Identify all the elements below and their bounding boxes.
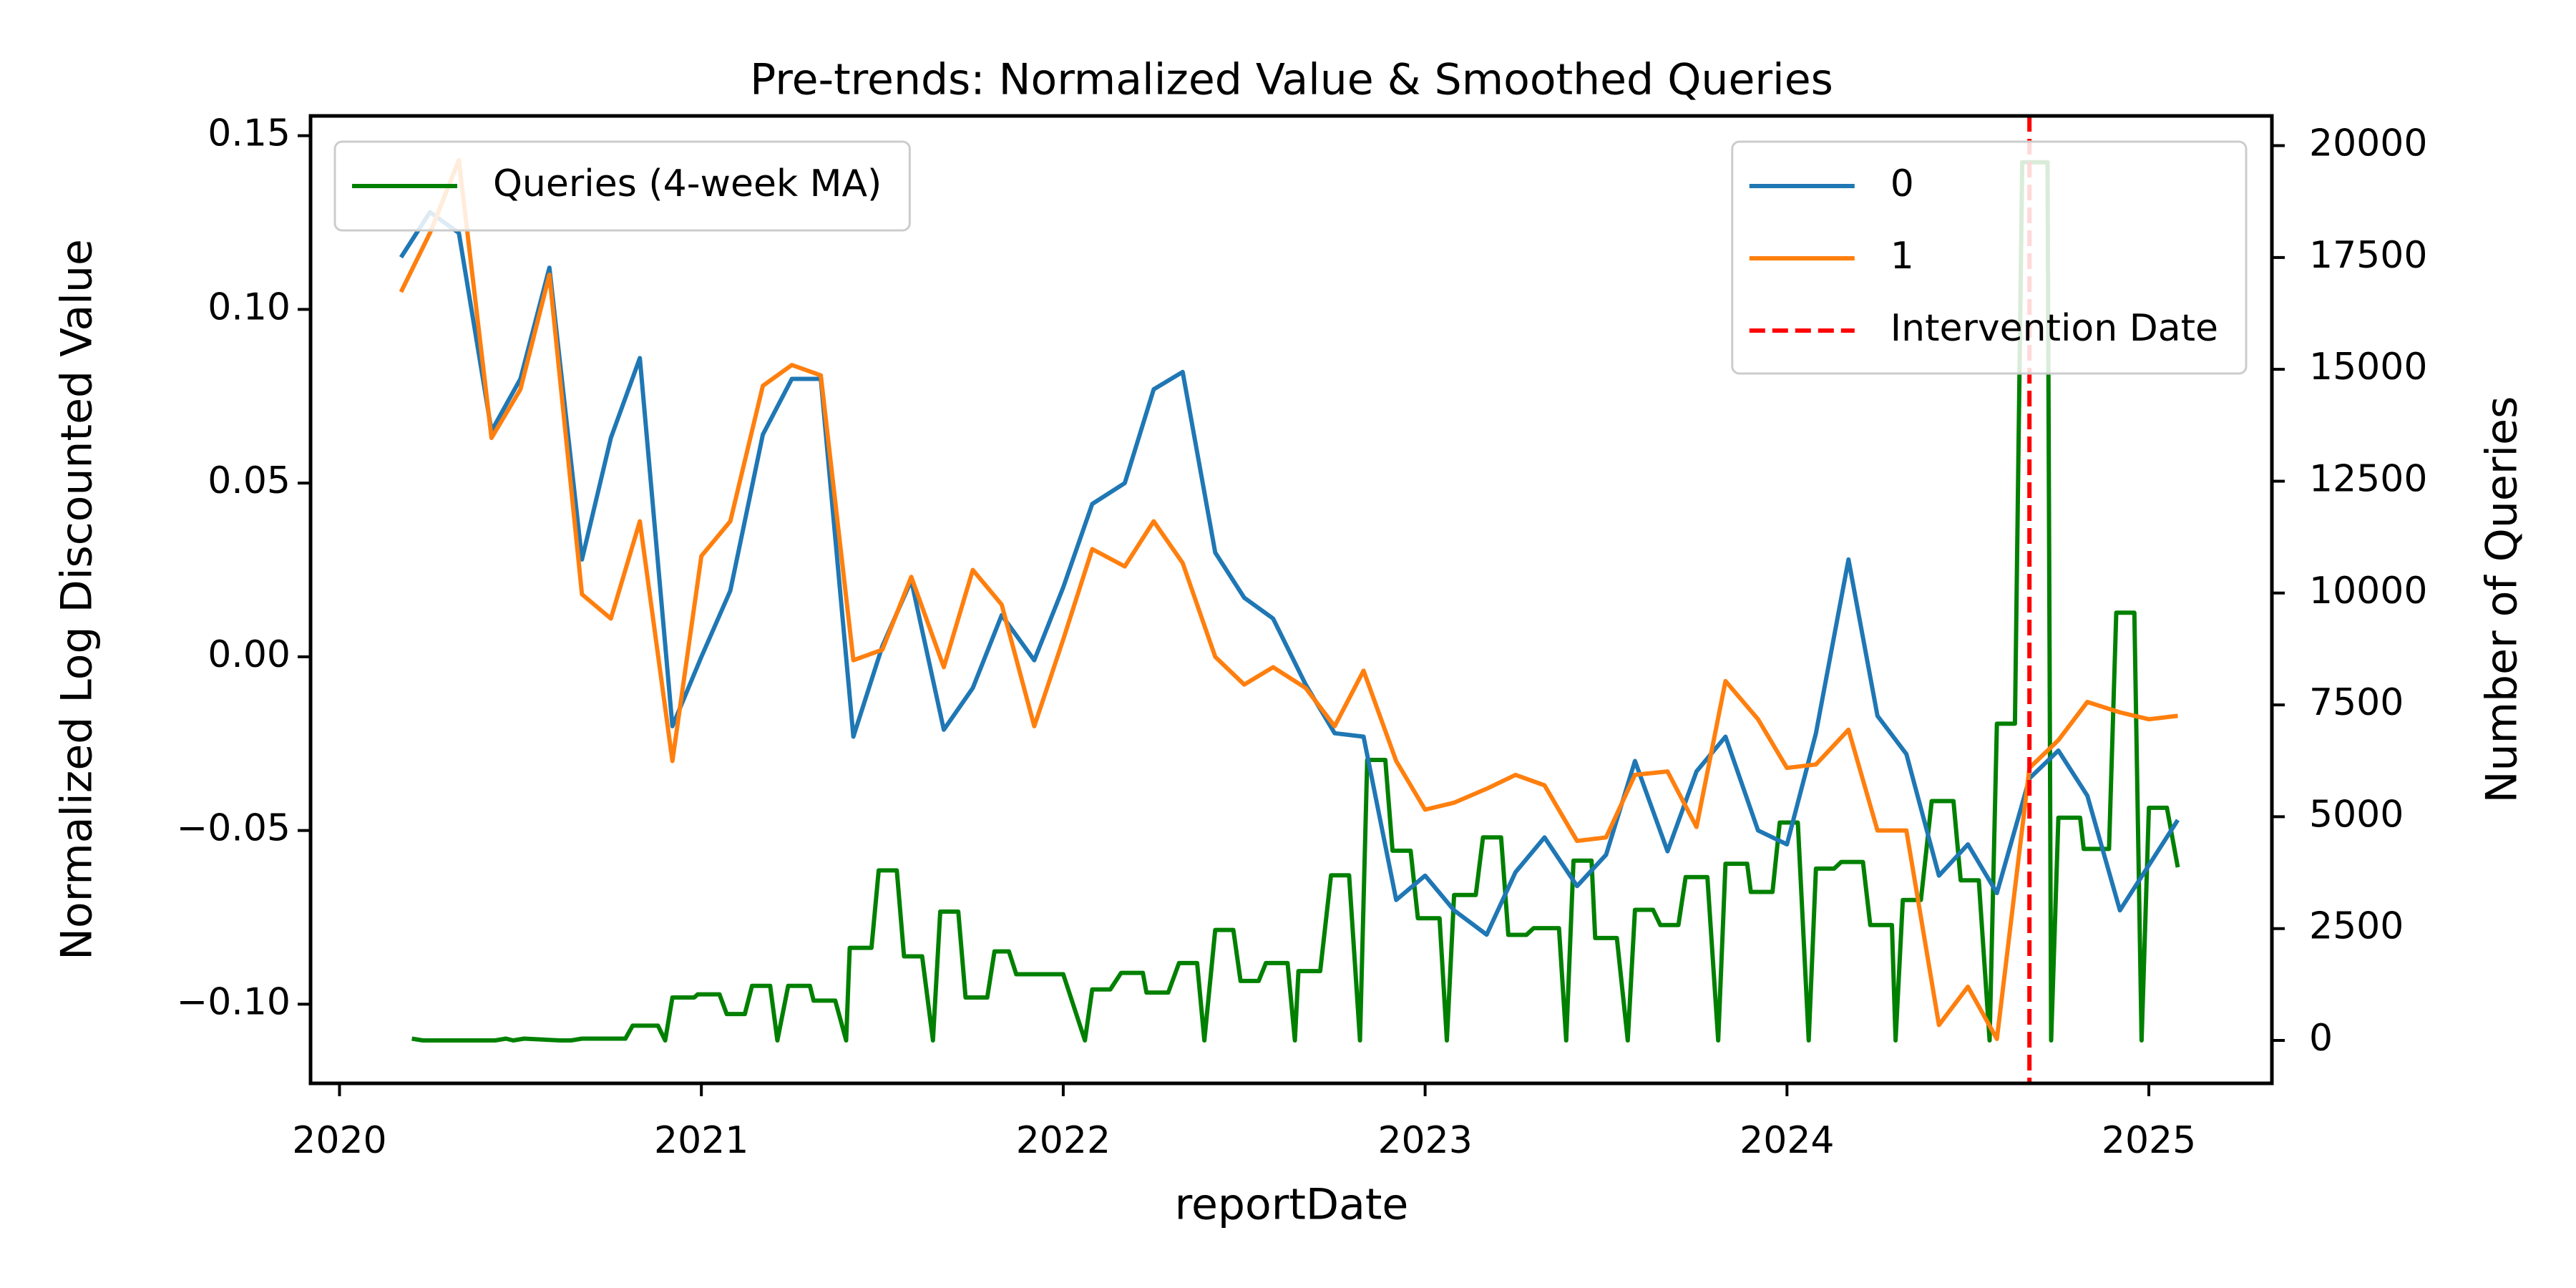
series-line [399, 210, 2180, 937]
legend-label: Queries (4-week MA) [493, 162, 882, 205]
legend-label: Intervention Date [1890, 307, 2218, 350]
x-axis-label: reportDate [1175, 1180, 1409, 1230]
y-tick-label: 0.10 [208, 286, 291, 328]
x-tick-label: 2024 [1740, 1119, 1834, 1162]
y2-tick-label: 0 [2309, 1017, 2333, 1060]
y2-tick-label: 2500 [2309, 905, 2404, 948]
x-tick-label: 2023 [1377, 1119, 1472, 1162]
y2-tick-label: 17500 [2309, 234, 2427, 277]
y-axis-label: Normalized Log Discounted Value [52, 239, 102, 960]
x-tick-label: 2021 [654, 1119, 748, 1162]
y2-tick-label: 10000 [2309, 570, 2427, 613]
legend-box [333, 140, 911, 232]
x-tick-label: 2022 [1016, 1119, 1111, 1162]
y2-tick-label: 7500 [2309, 681, 2404, 724]
x-tick-label: 2025 [2102, 1119, 2196, 1162]
legend-box [1731, 140, 2248, 375]
y2-tick-label: 15000 [2309, 346, 2427, 389]
series-line [399, 157, 2178, 1041]
y-tick-label: 0.05 [208, 459, 291, 502]
series-line [411, 160, 2180, 1043]
y2-axis-label: Number of Queries [2477, 396, 2527, 804]
x-tick-label: 2020 [292, 1119, 386, 1162]
y2-tick-label: 12500 [2309, 457, 2427, 500]
y2-tick-label: 20000 [2309, 122, 2427, 165]
y-tick-label: −0.10 [177, 980, 291, 1023]
y-tick-label: 0.00 [208, 633, 291, 676]
y-tick-label: −0.05 [177, 807, 291, 850]
chart-title: Pre-trends: Normalized Value & Smoothed … [750, 55, 1833, 105]
y2-tick-label: 5000 [2309, 793, 2404, 836]
legend-label: 0 [1890, 162, 1914, 205]
legend-label: 1 [1890, 235, 1914, 278]
y-tick-label: 0.15 [208, 112, 291, 155]
plot-frame [308, 114, 2274, 1085]
